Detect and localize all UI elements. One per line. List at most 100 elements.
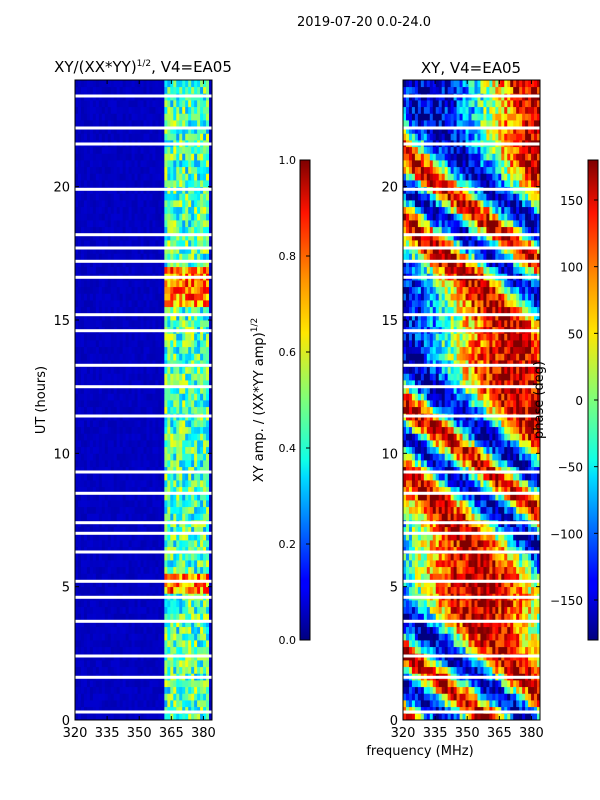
amplitude-heatmap-cell bbox=[146, 320, 150, 328]
amplitude-heatmap-cell bbox=[158, 180, 162, 188]
amplitude-heatmap-cell bbox=[170, 160, 174, 168]
phase-heatmap-cell bbox=[420, 646, 425, 654]
amplitude-heatmap-cell bbox=[107, 546, 112, 554]
amplitude-heatmap-cell bbox=[80, 686, 85, 694]
amplitude-heatmap-cell bbox=[206, 366, 210, 374]
amplitude-heatmap-cell bbox=[167, 453, 171, 461]
amplitude-heatmap-cell bbox=[116, 446, 121, 454]
amplitude-heatmap-cell bbox=[167, 560, 171, 568]
amplitude-heatmap-cell bbox=[131, 133, 135, 141]
amplitude-heatmap-cell bbox=[149, 166, 153, 174]
amplitude-heatmap-cell bbox=[194, 153, 198, 161]
amplitude-heatmap-cell bbox=[209, 126, 212, 134]
amplitude-heatmap-cell bbox=[203, 453, 207, 461]
amplitude-heatmap-cell bbox=[143, 226, 147, 234]
amplitude-heatmap-cell bbox=[143, 333, 147, 341]
phase-heatmap-cell bbox=[504, 646, 508, 654]
amplitude-heatmap-cell bbox=[164, 466, 168, 474]
amplitude-heatmap-cell bbox=[107, 540, 112, 548]
phase-heatmap-cell bbox=[534, 706, 538, 714]
amplitude-heatmap-cell bbox=[128, 206, 132, 214]
amplitude-heatmap-cell bbox=[113, 686, 118, 694]
amplitude-heatmap-cell bbox=[101, 206, 106, 214]
amplitude-heatmap-cell bbox=[161, 126, 165, 134]
amplitude-heatmap-cell bbox=[182, 433, 186, 441]
amplitude-heatmap-cell bbox=[182, 280, 186, 288]
amplitude-heatmap-cell bbox=[98, 306, 103, 314]
amplitude-heatmap-cell bbox=[98, 506, 103, 514]
amplitude-heatmap-cell bbox=[206, 713, 210, 720]
amplitude-heatmap-cell bbox=[107, 693, 112, 701]
amplitude-heatmap-cell bbox=[170, 606, 174, 614]
phase-heatmap-cell bbox=[441, 713, 446, 720]
amplitude-heatmap-cell bbox=[122, 700, 127, 708]
amplitude-heatmap-cell bbox=[200, 713, 204, 720]
amplitude-heatmap-cell bbox=[164, 260, 168, 268]
amplitude-heatmap-cell bbox=[92, 453, 97, 461]
amplitude-heatmap-cell bbox=[140, 600, 144, 608]
amplitude-heatmap-cell bbox=[125, 380, 130, 388]
amplitude-heatmap-cell bbox=[143, 680, 147, 688]
amplitude-heatmap-cell bbox=[179, 373, 183, 381]
amplitude-heatmap-cell bbox=[116, 353, 121, 361]
amplitude-heatmap-cell bbox=[182, 580, 186, 588]
amplitude-heatmap-cell bbox=[176, 553, 180, 561]
amplitude-heatmap-cell bbox=[143, 686, 147, 694]
amplitude-heatmap-cell bbox=[116, 206, 121, 214]
amplitude-heatmap-cell bbox=[110, 560, 115, 568]
amplitude-heatmap-cell bbox=[75, 220, 79, 228]
amplitude-heatmap-cell bbox=[194, 340, 198, 348]
amplitude-heatmap-cell bbox=[161, 300, 165, 308]
amplitude-heatmap-cell bbox=[194, 193, 198, 201]
amplitude-heatmap-cell bbox=[194, 600, 198, 608]
amplitude-heatmap-cell bbox=[104, 280, 109, 288]
amplitude-heatmap-cell bbox=[185, 473, 189, 481]
amplitude-heatmap-cell bbox=[80, 706, 85, 714]
amplitude-heatmap-cell bbox=[155, 260, 159, 268]
phase-heatmap-cell bbox=[474, 700, 478, 708]
amplitude-heatmap-cell bbox=[203, 706, 207, 714]
amplitude-heatmap-cell bbox=[107, 560, 112, 568]
amplitude-heatmap-cell bbox=[80, 546, 85, 554]
amplitude-heatmap-cell bbox=[107, 633, 112, 641]
phase-heatmap-cell bbox=[441, 646, 446, 654]
amplitude-heatmap-cell bbox=[116, 406, 121, 414]
amplitude-heatmap-cell bbox=[92, 533, 97, 541]
amplitude-heatmap-cell bbox=[122, 420, 127, 428]
amplitude-heatmap-cell bbox=[89, 193, 94, 201]
amplitude-heatmap-cell bbox=[206, 646, 210, 654]
amplitude-heatmap-cell bbox=[110, 86, 115, 94]
amplitude-heatmap-cell bbox=[104, 333, 109, 341]
amplitude-heatmap-cell bbox=[173, 100, 177, 108]
amplitude-heatmap-cell bbox=[137, 633, 141, 641]
amplitude-heatmap-cell bbox=[191, 106, 195, 114]
amplitude-heatmap-cell bbox=[89, 80, 94, 88]
amplitude-heatmap-cell bbox=[116, 706, 121, 714]
amplitude-heatmap-cell bbox=[116, 633, 121, 641]
amplitude-heatmap-cell bbox=[104, 340, 109, 348]
phase-heatmap-cell bbox=[486, 713, 490, 720]
amplitude-heatmap-cell bbox=[128, 680, 132, 688]
amplitude-heatmap-cell bbox=[149, 660, 153, 668]
amplitude-heatmap-cell bbox=[185, 633, 189, 641]
amplitude-heatmap-cell bbox=[116, 393, 121, 401]
amplitude-heatmap-cell bbox=[173, 280, 177, 288]
amplitude-heatmap-cell bbox=[77, 466, 82, 474]
amplitude-heatmap-cell bbox=[89, 626, 94, 634]
amplitude-heatmap-cell bbox=[122, 340, 127, 348]
amplitude-heatmap-cell bbox=[140, 713, 144, 720]
amplitude-heatmap-cell bbox=[149, 486, 153, 494]
amplitude-heatmap-cell bbox=[125, 353, 130, 361]
amplitude-heatmap-cell bbox=[113, 606, 118, 614]
amplitude-heatmap-cell bbox=[75, 300, 79, 308]
phase-heatmap-cell bbox=[453, 660, 458, 668]
amplitude-heatmap-cell bbox=[128, 453, 132, 461]
amplitude-heatmap-cell bbox=[161, 386, 165, 394]
amplitude-heatmap-cell bbox=[179, 280, 183, 288]
amplitude-heatmap-cell bbox=[197, 680, 201, 688]
amplitude-heatmap-cell bbox=[203, 600, 207, 608]
amplitude-heatmap-cell bbox=[77, 146, 82, 154]
amplitude-heatmap-cell bbox=[194, 706, 198, 714]
amplitude-heatmap-cell bbox=[128, 100, 132, 108]
amplitude-heatmap-cell bbox=[140, 426, 144, 434]
